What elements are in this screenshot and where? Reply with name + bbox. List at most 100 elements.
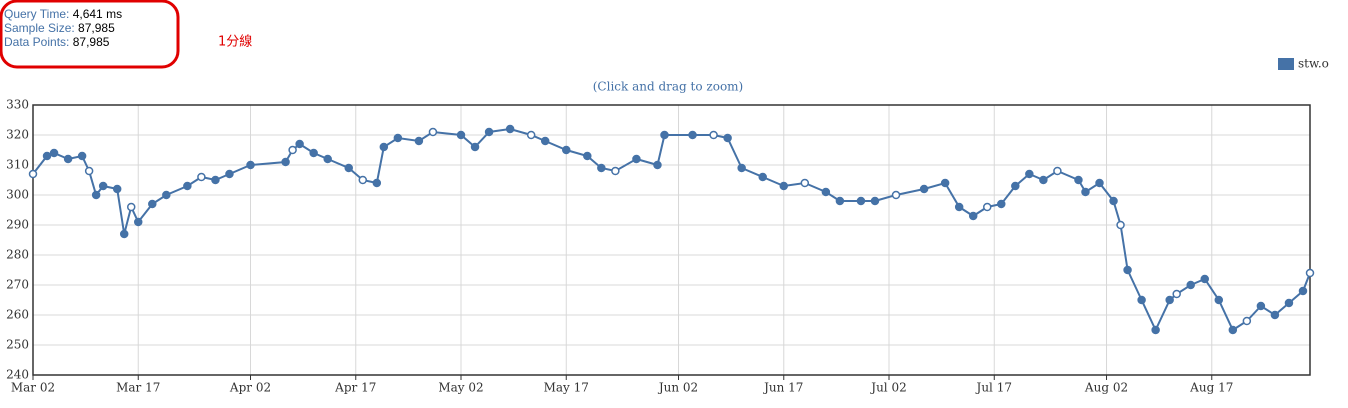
data-point xyxy=(1137,295,1146,305)
data-point xyxy=(281,157,290,167)
data-point xyxy=(77,151,87,161)
data-point xyxy=(583,151,592,161)
data-point xyxy=(1025,169,1034,179)
data-point xyxy=(183,181,192,191)
x-tick-label: Jun 02 xyxy=(657,381,698,395)
info-line: Data Points: 87,985 xyxy=(4,35,110,49)
x-tick-label: Jul 02 xyxy=(869,381,906,395)
data-point xyxy=(393,133,403,143)
data-point xyxy=(653,160,662,170)
data-point xyxy=(126,202,136,212)
data-point xyxy=(597,163,606,173)
x-tick-label: May 02 xyxy=(438,381,483,395)
data-point xyxy=(800,178,810,188)
data-point xyxy=(1172,289,1181,299)
data-point xyxy=(505,124,515,134)
data-point xyxy=(954,202,964,212)
data-point xyxy=(562,145,571,155)
data-point xyxy=(723,133,732,143)
data-point xyxy=(119,229,129,239)
data-point xyxy=(997,199,1006,209)
data-point xyxy=(1109,196,1118,206)
data-point xyxy=(414,136,424,146)
data-point xyxy=(688,130,697,140)
data-point xyxy=(870,196,880,206)
data-point xyxy=(162,190,171,200)
data-point xyxy=(709,130,718,140)
data-point xyxy=(91,190,101,200)
data-point xyxy=(821,187,831,197)
data-point xyxy=(309,148,318,158)
data-point xyxy=(1123,265,1132,275)
data-point xyxy=(358,175,368,185)
legend-label: stw.o xyxy=(1298,57,1329,71)
x-tick-label: Mar 02 xyxy=(11,381,55,395)
data-point xyxy=(379,142,389,152)
data-point xyxy=(49,148,59,158)
data-point xyxy=(470,142,480,152)
data-point xyxy=(737,163,746,173)
y-tick-label: 240 xyxy=(6,368,29,382)
info-line: Sample Size: 87,985 xyxy=(4,21,115,35)
data-point xyxy=(1298,286,1308,296)
data-point xyxy=(1053,166,1062,176)
data-point xyxy=(295,139,304,149)
data-point xyxy=(148,199,157,209)
data-point xyxy=(372,178,382,188)
data-point xyxy=(611,166,620,176)
data-point xyxy=(484,127,494,137)
data-point xyxy=(968,211,978,221)
data-point xyxy=(1228,325,1238,335)
x-tick-label: Apr 17 xyxy=(334,381,376,395)
y-tick-label: 300 xyxy=(6,188,29,202)
data-point xyxy=(1305,268,1315,278)
data-point xyxy=(1200,274,1210,284)
y-tick-label: 290 xyxy=(6,218,29,232)
plot-border xyxy=(32,104,1311,376)
data-point xyxy=(28,169,38,179)
data-point xyxy=(1270,310,1280,320)
data-point xyxy=(42,151,52,161)
y-tick-label: 260 xyxy=(6,308,29,322)
data-point xyxy=(891,190,901,200)
info-value: 87,985 xyxy=(78,21,115,35)
note: 1分線 xyxy=(218,34,252,50)
data-point xyxy=(456,130,466,140)
y-tick-label: 330 xyxy=(6,98,29,112)
chart-subtitle: (Click and drag to zoom) xyxy=(593,80,744,94)
data-point xyxy=(1242,316,1252,326)
data-point xyxy=(919,184,929,194)
y-tick-label: 320 xyxy=(6,128,29,142)
data-point xyxy=(1011,181,1020,191)
y-tick-label: 280 xyxy=(6,248,29,262)
data-point xyxy=(660,130,669,140)
y-tick-label: 270 xyxy=(6,278,29,292)
data-point xyxy=(632,154,641,164)
x-tick-label: Mar 17 xyxy=(116,381,160,395)
x-tick-label: May 17 xyxy=(544,381,589,395)
info-line: Query Time: 4,641 ms xyxy=(4,7,122,21)
data-point xyxy=(1256,301,1266,311)
data-point xyxy=(428,127,438,137)
y-tick-label: 310 xyxy=(6,158,29,172)
y-tick-label: 250 xyxy=(6,338,29,352)
data-point xyxy=(1074,175,1083,185)
data-point xyxy=(288,145,297,155)
data-point xyxy=(63,154,73,164)
data-point xyxy=(98,181,108,191)
data-point xyxy=(982,202,992,212)
data-point xyxy=(1151,325,1160,335)
data-point xyxy=(758,172,767,182)
data-point xyxy=(1081,187,1090,197)
data-point xyxy=(526,130,536,140)
data-point xyxy=(1095,178,1104,188)
data-point xyxy=(540,136,550,146)
data-point xyxy=(856,196,866,206)
data-point xyxy=(246,160,255,170)
info-label: Query Time: xyxy=(4,7,69,21)
data-point xyxy=(1284,298,1294,308)
data-point xyxy=(84,166,94,176)
data-point xyxy=(940,178,950,188)
data-point xyxy=(133,217,143,227)
